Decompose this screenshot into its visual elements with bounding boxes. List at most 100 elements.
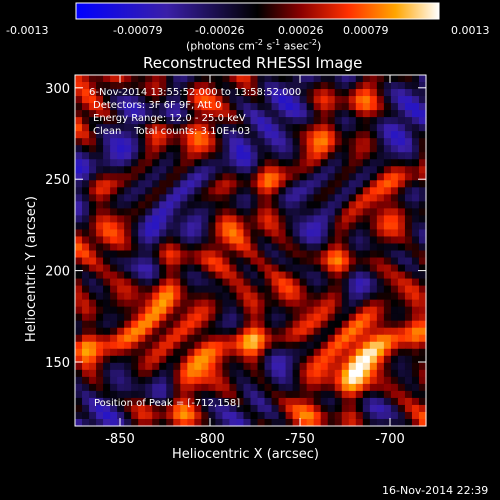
heatmap-cell	[187, 250, 195, 259]
heatmap-cell	[327, 264, 336, 273]
heatmap-cell	[355, 348, 364, 357]
heatmap-cell	[278, 418, 287, 427]
heatmap-cell	[180, 138, 188, 146]
heatmap-cell	[292, 257, 301, 266]
heatmap-cell	[236, 327, 245, 336]
heatmap-cell	[327, 271, 336, 280]
heatmap-cell	[411, 383, 420, 392]
heatmap-cell	[166, 362, 174, 371]
heatmap-cell	[201, 173, 209, 181]
heatmap-cell	[306, 236, 315, 245]
heatmap-cell	[208, 103, 216, 111]
heatmap-cell	[320, 397, 329, 406]
heatmap-cell	[131, 334, 139, 343]
heatmap-cell	[369, 180, 378, 188]
heatmap-cell	[103, 173, 111, 181]
heatmap-cell	[180, 215, 188, 224]
heatmap-cell	[292, 404, 301, 413]
heatmap-cell	[320, 355, 329, 364]
heatmap-cell	[334, 285, 343, 294]
heatmap-cell	[215, 362, 224, 371]
heatmap-cell	[383, 320, 392, 329]
heatmap-cell	[264, 327, 273, 336]
heatmap-cell	[124, 75, 132, 83]
heatmap-cell	[187, 355, 195, 364]
heatmap-cell	[215, 236, 224, 245]
heatmap-cell	[397, 117, 406, 125]
heatmap-cell	[348, 215, 357, 224]
heatmap-cell	[180, 208, 188, 216]
heatmap-cell	[117, 173, 125, 181]
heatmap-cell	[348, 257, 357, 266]
heatmap-cell	[75, 369, 83, 378]
heatmap-cell	[404, 313, 413, 322]
heatmap-cell	[334, 236, 343, 245]
heatmap-cell	[390, 103, 399, 111]
heatmap-cell	[250, 264, 259, 273]
heatmap-cell	[327, 348, 336, 357]
heatmap-cell	[306, 320, 315, 329]
heatmap-cell	[390, 418, 399, 427]
heatmap-cell	[397, 327, 406, 336]
heatmap-cell	[124, 334, 132, 343]
heatmap-cell	[397, 208, 406, 216]
heatmap-cell	[264, 369, 273, 378]
heatmap-cell	[411, 110, 420, 118]
heatmap-cell	[313, 138, 322, 146]
heatmap-cell	[96, 131, 104, 139]
heatmap-cell	[117, 264, 125, 273]
heatmap-cell	[89, 257, 97, 266]
heatmap-cell	[334, 278, 343, 287]
heatmap-cell	[327, 376, 336, 385]
heatmap-cell	[117, 334, 125, 343]
heatmap-cell	[404, 348, 413, 357]
heatmap-cell	[82, 222, 90, 231]
heatmap-cell	[313, 96, 322, 104]
heatmap-cell	[236, 390, 245, 399]
heatmap-cell	[348, 264, 357, 273]
heatmap-cell	[201, 117, 209, 125]
heatmap-cell	[369, 299, 378, 308]
heatmap-cell	[152, 124, 160, 132]
heatmap-cell	[320, 411, 329, 420]
heatmap-cell	[82, 306, 90, 315]
heatmap-cell	[89, 124, 97, 132]
heatmap-cell	[250, 299, 259, 308]
heatmap-cell	[82, 124, 90, 132]
heatmap-cell	[201, 376, 209, 385]
heatmap-cell	[299, 355, 308, 364]
heatmap-cell	[124, 194, 132, 202]
heatmap-cell	[376, 215, 385, 224]
heatmap-cell	[327, 222, 336, 231]
heatmap-cell	[271, 208, 280, 216]
heatmap-cell	[103, 313, 111, 322]
heatmap-cell	[173, 397, 181, 406]
heatmap-cell	[250, 89, 259, 97]
heatmap-cell	[411, 201, 420, 209]
heatmap-cell	[390, 159, 399, 167]
heatmap-cell	[362, 306, 371, 315]
heatmap-cell	[411, 376, 420, 385]
heatmap-cell	[376, 82, 385, 90]
heatmap-cell	[201, 278, 209, 287]
heatmap-cell	[313, 411, 322, 420]
heatmap-cell	[257, 264, 266, 273]
heatmap-cell	[306, 75, 315, 83]
heatmap-cell	[194, 96, 202, 104]
heatmap-cell	[355, 271, 364, 280]
heatmap-cell	[236, 194, 245, 202]
heatmap-cell	[201, 320, 209, 329]
heatmap-cell	[236, 348, 245, 357]
heatmap-cell	[103, 138, 111, 146]
heatmap-cell	[145, 131, 153, 139]
heatmap-cell	[152, 243, 160, 252]
heatmap-cell	[82, 89, 90, 97]
heatmap-cell	[369, 362, 378, 371]
heatmap-cell	[229, 250, 238, 259]
heatmap-cell	[229, 236, 238, 245]
heatmap-cell	[390, 75, 399, 83]
heatmap-cell	[110, 397, 118, 406]
heatmap-cell	[152, 369, 160, 378]
heatmap-cell	[124, 110, 132, 118]
heatmap-cell	[327, 201, 336, 209]
